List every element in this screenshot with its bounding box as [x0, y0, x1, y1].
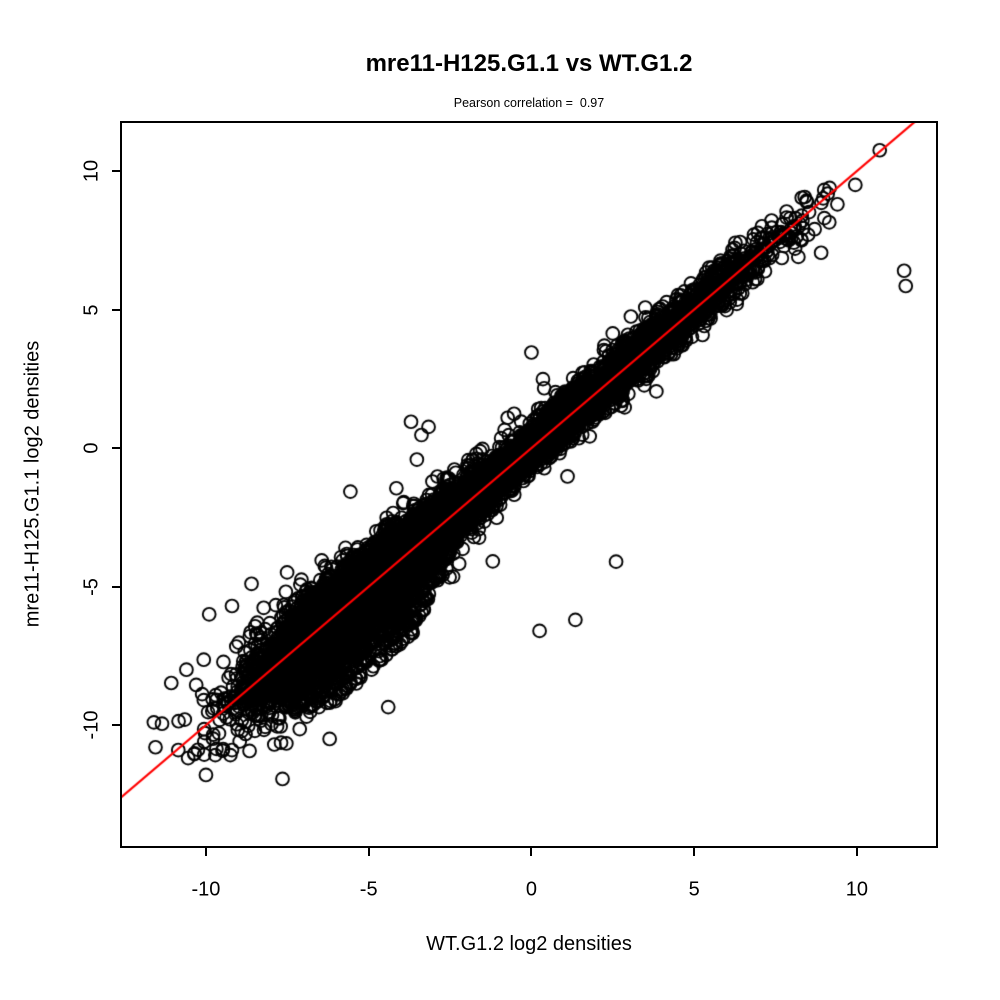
- x-axis-tick: [367, 848, 370, 856]
- y-axis-tick: [112, 585, 120, 588]
- x-axis-tick-label: -10: [191, 878, 221, 901]
- scatter-plot-area: [121, 122, 937, 847]
- x-axis-tick-label: -5: [359, 878, 378, 901]
- chart-title: mre11-H125.G1.1 vs WT.G1.2: [365, 50, 693, 77]
- y-axis-label: mre11-H125.G1.1 log2 densities: [21, 340, 44, 628]
- y-axis-tick-label: 5: [80, 303, 103, 316]
- x-axis-tick: [204, 848, 207, 856]
- x-axis-label: WT.G1.2 log2 densities: [426, 933, 632, 955]
- x-axis-tick: [693, 848, 696, 856]
- x-axis-tick: [530, 848, 533, 856]
- y-axis-tick-label: -5: [80, 577, 103, 596]
- y-axis-tick: [112, 170, 120, 173]
- x-axis-tick-label: 0: [525, 878, 537, 901]
- pearson-correlation-text: Pearson correlation = 0.97: [453, 96, 605, 110]
- y-axis-tick-label: -10: [80, 710, 103, 740]
- y-axis-tick: [112, 308, 120, 311]
- y-axis-tick-label: 0: [80, 442, 103, 454]
- y-axis-tick-label: 10: [80, 159, 103, 183]
- x-axis-tick-label: 5: [688, 878, 700, 901]
- y-axis-tick: [112, 724, 120, 727]
- y-axis-tick: [112, 447, 120, 450]
- x-axis-tick-label: 10: [845, 878, 869, 901]
- x-axis-tick: [855, 848, 858, 856]
